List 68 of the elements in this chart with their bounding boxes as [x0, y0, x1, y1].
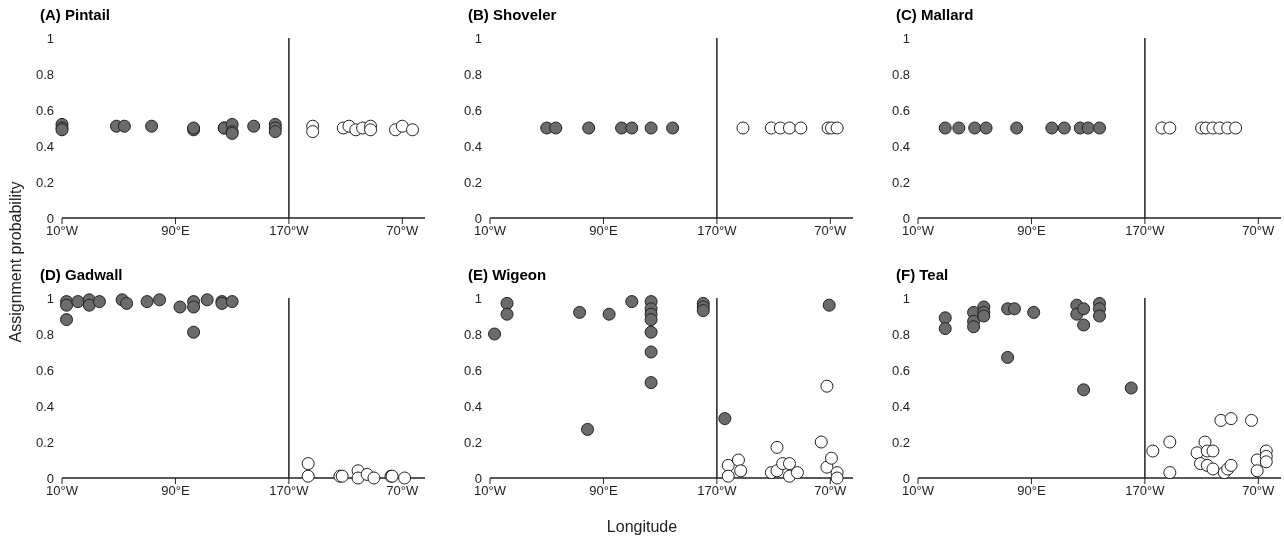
x-tick-label: 170°W [1125, 483, 1166, 499]
x-tick-label: 10°W [46, 223, 79, 239]
y-tick-label: 0.2 [891, 434, 910, 450]
y-tick-label: 0 [474, 210, 482, 226]
x-tick-label: 70°W [386, 223, 419, 239]
x-tick-label: 170°W [697, 483, 738, 499]
x-axis-title: Longitude [606, 518, 678, 536]
x-tick-label: 70°W [1242, 483, 1275, 499]
y-tick-label: 0.8 [35, 66, 54, 82]
x-tick-label: 10°W [474, 223, 507, 239]
x-tick-label: 10°W [474, 483, 507, 499]
x-tick-label: 90°E [1017, 223, 1046, 239]
y-tick-label: 1 [46, 30, 54, 46]
y-tick-label: 0.4 [463, 138, 482, 154]
chart-title: (F) Teal [895, 266, 950, 285]
y-tick-label: 0.4 [35, 138, 54, 154]
y-tick-label: 1 [902, 30, 910, 46]
y-tick-label: 0 [902, 210, 910, 226]
chart-title: (E) Wigeon [467, 266, 548, 285]
y-tick-label: 0.4 [463, 398, 482, 414]
chart-title: (B) Shoveler [467, 6, 558, 25]
x-tick-label: 70°W [1242, 223, 1275, 239]
x-tick-label: 10°W [902, 223, 935, 239]
y-tick-label: 0.2 [463, 434, 482, 450]
chart-title: (C) Mallard [895, 6, 975, 25]
y-tick-label: 0.4 [35, 398, 54, 414]
x-tick-label: 70°W [814, 223, 847, 239]
y-tick-label: 1 [474, 290, 482, 306]
y-tick-label: 0.2 [35, 434, 54, 450]
y-tick-label: 0.8 [463, 326, 482, 342]
y-tick-label: 0.4 [891, 398, 910, 414]
y-tick-label: 0.2 [35, 174, 54, 190]
x-tick-label: 70°W [386, 483, 419, 499]
y-tick-label: 0.6 [891, 362, 910, 378]
y-tick-label: 0.6 [35, 362, 54, 378]
x-tick-label: 90°E [589, 483, 618, 499]
x-tick-label: 170°W [269, 223, 310, 239]
y-tick-label: 1 [902, 290, 910, 306]
x-tick-label: 90°E [161, 223, 190, 239]
y-tick-label: 0 [46, 470, 54, 486]
x-tick-label: 10°W [46, 483, 79, 499]
y-tick-label: 0.8 [891, 66, 910, 82]
y-tick-label: 0.6 [35, 102, 54, 118]
x-tick-label: 170°W [1125, 223, 1166, 239]
y-tick-label: 0.2 [463, 174, 482, 190]
x-tick-label: 90°E [161, 483, 190, 499]
y-tick-label: 0.6 [891, 102, 910, 118]
y-tick-label: 0 [46, 210, 54, 226]
y-tick-label: 0.2 [891, 174, 910, 190]
x-tick-label: 90°E [589, 223, 618, 239]
x-tick-label: 10°W [902, 483, 935, 499]
y-tick-label: 0.8 [35, 326, 54, 342]
y-tick-label: 1 [474, 30, 482, 46]
y-tick-label: 0.8 [891, 326, 910, 342]
x-tick-label: 70°W [814, 483, 847, 499]
y-tick-label: 0.6 [463, 102, 482, 118]
y-tick-label: 0.6 [463, 362, 482, 378]
y-tick-label: 0.4 [891, 138, 910, 154]
chart-title: (A) Pintail [39, 6, 111, 25]
x-tick-label: 90°E [1017, 483, 1046, 499]
y-tick-label: 0.8 [463, 66, 482, 82]
y-axis-title: Assignment probability [7, 181, 25, 343]
y-tick-label: 1 [46, 290, 54, 306]
y-tick-label: 0 [902, 470, 910, 486]
y-tick-label: 0 [474, 470, 482, 486]
chart-title: (D) Gadwall [40, 266, 123, 283]
x-tick-label: 170°W [697, 223, 738, 239]
x-tick-label: 170°W [269, 483, 310, 499]
